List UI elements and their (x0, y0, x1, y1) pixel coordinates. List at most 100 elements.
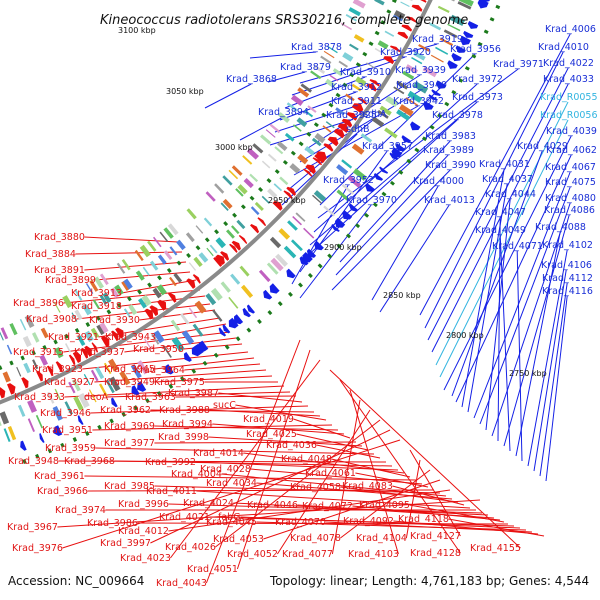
reverse-gene-label: Krad_4052 (227, 549, 278, 560)
forward-label-connector (279, 91, 357, 121)
reverse-gene-label: Krad_4014 (193, 448, 244, 459)
kb-tick (368, 41, 374, 47)
forward-gene-arrow (451, 52, 462, 62)
feature-band (289, 163, 301, 174)
reverse-gene-label: Krad_4051 (187, 564, 238, 575)
forward-label-connector (515, 231, 561, 457)
forward-gene-arrow (335, 217, 346, 228)
reverse-gene-arrow (186, 278, 196, 289)
reverse-gene-arrow (0, 387, 6, 399)
kbp-label: 2950 kbp (268, 196, 306, 205)
reverse-gene-arrow (21, 377, 29, 389)
forward-label-connector (497, 216, 501, 442)
feature-band (54, 347, 64, 359)
reverse-gene-arrow (111, 330, 119, 342)
forward-label-connector (269, 119, 352, 146)
feature-band (260, 134, 272, 145)
feature-band (206, 247, 214, 257)
kb-tick (96, 315, 101, 321)
feature-band (295, 212, 306, 222)
kb-tick (180, 376, 185, 382)
feature-band (351, 83, 362, 92)
forward-label-connector (485, 198, 511, 431)
reverse-label-connector (150, 429, 391, 544)
feature-band (371, 116, 385, 128)
kb-tick (20, 355, 25, 361)
kb-tick (437, 113, 443, 119)
kb-tick (257, 318, 262, 324)
forward-gene-label: Krad_4000 (413, 176, 464, 187)
kb-tick (195, 245, 201, 251)
forward-gene-label: Krad_4086 (544, 205, 595, 216)
kb-tick (398, 169, 404, 175)
feature-band (228, 296, 239, 309)
accession-text: Accession: NC_009664 (8, 574, 144, 588)
feature-band (287, 220, 298, 231)
forward-label-connector (274, 105, 357, 133)
kb-tick (53, 339, 58, 345)
feature-band (457, 1, 472, 10)
reverse-gene-arrow (46, 365, 54, 377)
forward-gene-label: Krad_4044 (485, 189, 536, 200)
forward-gene-label: Krad_3942 (393, 96, 444, 107)
feature-band (141, 294, 152, 307)
forward-label-connector (439, 119, 569, 378)
feature-band (27, 399, 37, 413)
feature-band (121, 281, 129, 291)
reverse-label-connector (64, 385, 285, 398)
summary-text: Topology: linear; Length: 4,761,183 bp; … (269, 574, 589, 588)
reverse-gene-label: Krad_3986 (87, 518, 138, 529)
feature-band (377, 40, 389, 50)
feature-band (329, 74, 339, 82)
forward-label-connector (291, 184, 349, 285)
forward-gene-label: Krad_3925 (326, 110, 377, 121)
feature-band (110, 287, 120, 299)
feature-band (447, 23, 461, 32)
forward-gene-arrow (348, 203, 358, 212)
kb-tick (60, 442, 65, 448)
reverse-gene-label: Krad_4155 (470, 543, 521, 554)
reverse-gene-arrow (72, 351, 81, 363)
reverse-gene-arrow (91, 342, 99, 353)
feature-band (214, 183, 225, 194)
forward-label-connector (461, 168, 505, 408)
kb-tick (47, 448, 53, 454)
reverse-label-connector (296, 433, 369, 451)
feature-band (0, 331, 4, 341)
feature-band (152, 287, 162, 299)
reverse-gene-label: Krad_3964 (134, 365, 185, 376)
forward-gene-arrow (431, 89, 441, 96)
feature-band (114, 284, 124, 296)
kb-tick (127, 296, 132, 302)
feature-band (393, 86, 405, 95)
feature-band (137, 360, 149, 375)
feature-band (94, 276, 104, 289)
backbone-arc (0, 0, 433, 405)
forward-gene-label: Krad_3956 (450, 44, 501, 55)
forward-gene-arrow (53, 425, 63, 436)
feature-band (186, 208, 197, 220)
feature-band (449, 14, 465, 26)
reverse-label-connector (340, 486, 459, 503)
kb-tick (137, 289, 142, 295)
feature-band (411, 57, 423, 65)
feature-band (366, 62, 376, 69)
feature-band (443, 29, 458, 39)
feature-band (99, 322, 109, 334)
feature-band (230, 273, 241, 285)
kb-tick (240, 204, 246, 210)
feature-band (47, 391, 55, 404)
kb-tick (85, 321, 91, 327)
feature-band (313, 190, 327, 202)
kb-tick (321, 112, 327, 118)
feature-band (239, 265, 250, 277)
feature-band (54, 388, 61, 401)
feature-band (96, 324, 105, 336)
kbp-label: 3000 kbp (215, 143, 253, 152)
reverse-gene-arrow (312, 157, 322, 166)
forward-gene-arrow (183, 352, 192, 362)
reverse-gene-arrow (406, 16, 417, 23)
reverse-label-connector (94, 369, 267, 383)
reverse-gene-label: Krad_3968 (64, 456, 115, 467)
